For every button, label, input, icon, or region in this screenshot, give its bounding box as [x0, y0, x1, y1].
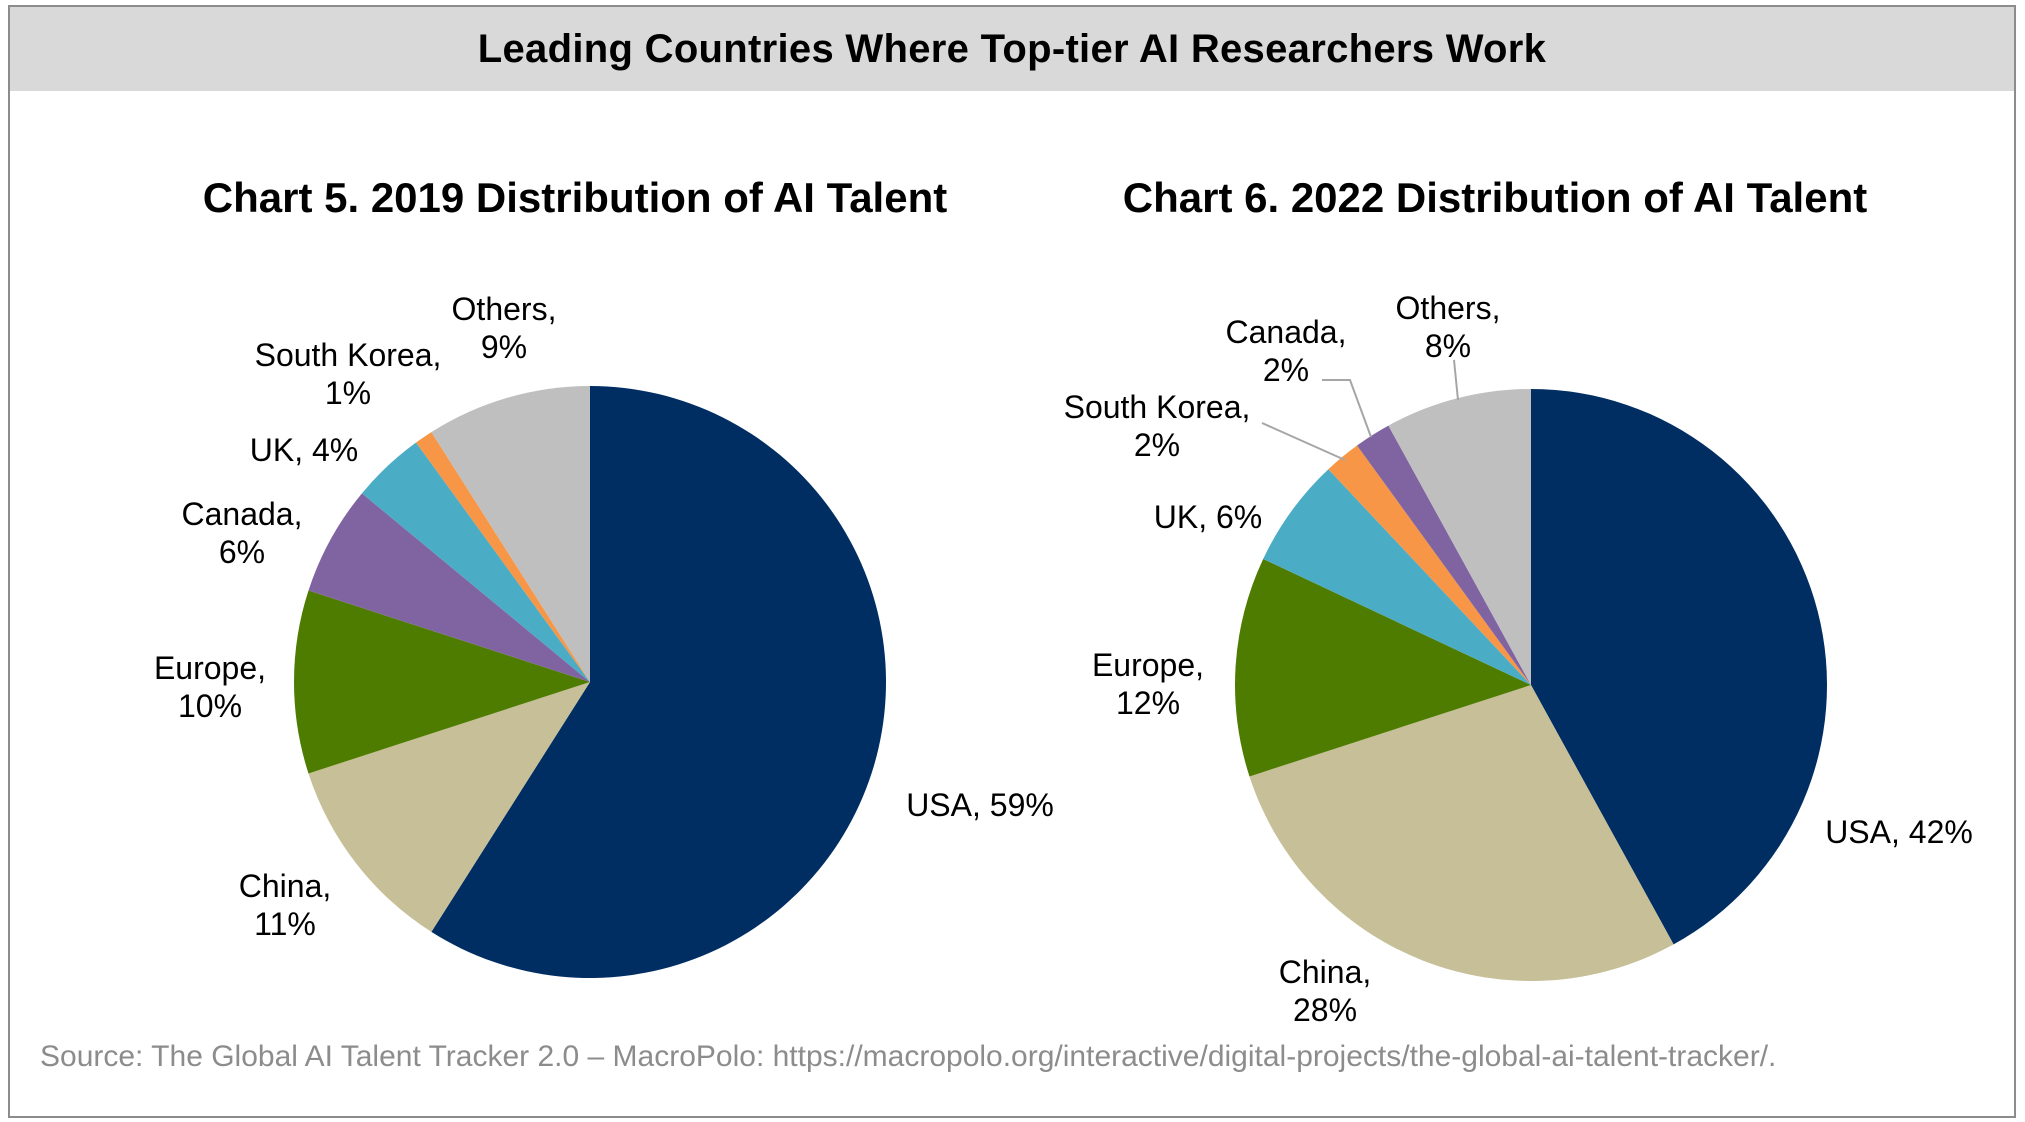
leader-line-south-korea — [1261, 422, 1346, 461]
pie-slice-uk — [361, 442, 590, 682]
leader-line-canada — [1322, 379, 1372, 438]
pie-slice-south-korea — [1328, 445, 1531, 685]
slice-label-china: China, 28% — [1279, 954, 1372, 1028]
leader-line-others — [1453, 359, 1459, 401]
slice-label-usa: USA, 59% — [906, 787, 1054, 823]
pie-chart-1: Chart 5. 2019 Distribution of AI Talent U… — [154, 174, 1054, 979]
pie-slice-usa — [431, 386, 887, 979]
pie-slice-usa — [1531, 389, 1828, 945]
slice-label-europe: Europe, 10% — [154, 650, 266, 724]
slice-label-uk: UK, 4% — [250, 432, 358, 468]
pie-slice-canada — [308, 493, 590, 682]
pie-slice-europe — [294, 590, 590, 774]
pie-slice-canada — [1357, 425, 1531, 685]
slice-label-usa: USA, 42% — [1825, 814, 1973, 850]
pie-chart-2: Chart 6. 2022 Distribution of AI Talent U… — [1064, 174, 1973, 1028]
pie-slice-others — [1388, 388, 1531, 685]
slice-label-europe: Europe, 12% — [1092, 647, 1204, 721]
slice-label-uk: UK, 6% — [1154, 499, 1262, 535]
slice-label-others: Others, 9% — [452, 291, 557, 365]
figure-title: Leading Countries Where Top-tier AI Rese… — [477, 26, 1547, 71]
slice-label-others: Others, 8% — [1396, 290, 1501, 364]
pie-slice-others — [431, 386, 590, 682]
slice-label-canada: Canada, 2% — [1226, 314, 1347, 388]
pie-slice-china — [1249, 685, 1674, 982]
source-note: Source: The Global AI Talent Tracker 2.0… — [40, 1040, 1777, 1073]
pie-slice-uk — [1263, 469, 1531, 685]
pie-slice-south-korea — [416, 432, 590, 682]
pie-slice-europe — [1235, 558, 1531, 777]
header-band: Leading Countries Where Top-tier AI Rese… — [10, 7, 2014, 91]
slice-label-south-korea: South Korea, 2% — [1064, 389, 1251, 463]
chart-title: Chart 5. 2019 Distribution of AI Talent — [203, 174, 947, 221]
slice-label-china: China, 11% — [239, 868, 332, 942]
chart-title: Chart 6. 2022 Distribution of AI Talent — [1123, 174, 1867, 221]
slice-label-canada: Canada, 6% — [182, 496, 303, 570]
pie-slice-china — [308, 682, 590, 932]
slice-label-south-korea: South Korea, 1% — [255, 337, 442, 411]
